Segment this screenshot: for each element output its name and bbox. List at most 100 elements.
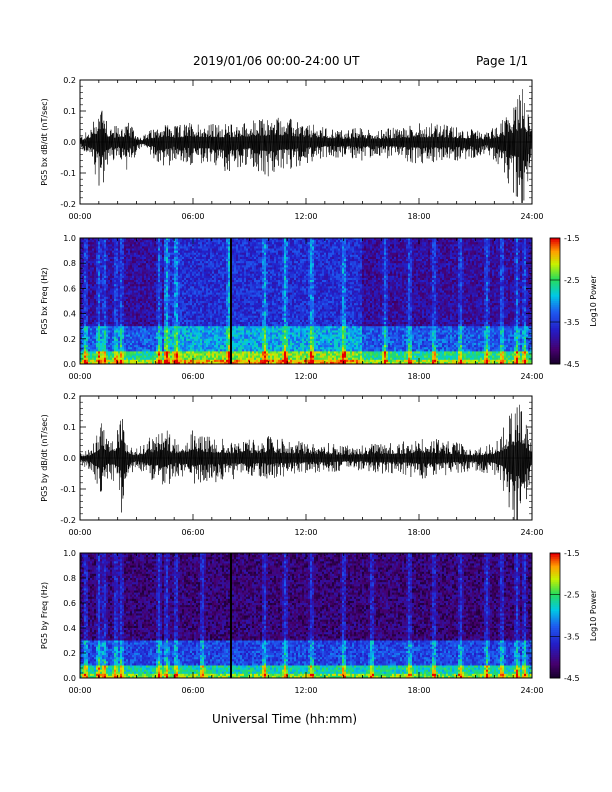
heatmap-cell (104, 309, 107, 312)
heatmap-cell (114, 286, 117, 289)
heatmap-cell (94, 269, 97, 272)
heatmap-cell (98, 345, 101, 348)
heatmap-cell (96, 240, 99, 243)
heatmap-cell (112, 275, 115, 279)
heatmap-cell (112, 246, 115, 249)
heatmap-cell (92, 263, 95, 266)
heatmap-cell (100, 328, 103, 331)
heatmap-cell (112, 359, 115, 363)
heatmap-cell (114, 355, 117, 359)
heatmap-cell (100, 359, 103, 363)
heatmap-cell (82, 357, 85, 361)
heatmap-cell (120, 265, 123, 268)
heatmap-cell (112, 273, 115, 277)
heatmap-cell (118, 238, 121, 241)
heatmap-cell (80, 269, 83, 272)
heatmap-cell (112, 240, 115, 243)
heatmap-cell (102, 273, 105, 277)
heatmap-cell (116, 301, 119, 304)
heatmap-cell (98, 296, 101, 300)
heatmap-cell (80, 315, 83, 319)
heatmap-cell (110, 244, 113, 247)
heatmap-cell (114, 305, 117, 308)
heatmap-cell (118, 240, 121, 243)
heatmap-cell (116, 252, 119, 256)
heatmap-cell (90, 307, 93, 310)
heatmap-cell (84, 305, 87, 308)
heatmap-cell (86, 338, 89, 342)
heatmap-cell (102, 294, 105, 298)
heatmap-cell (88, 351, 91, 354)
heatmap-cell (114, 296, 117, 300)
heatmap-cell (92, 334, 95, 338)
y-tick-label: -0.2 (60, 200, 76, 209)
heatmap-cell (80, 324, 83, 327)
heatmap-cell (92, 290, 95, 293)
heatmap-cell (100, 305, 103, 308)
heatmap-cell (114, 328, 117, 331)
heatmap-cell (98, 347, 101, 350)
heatmap-cell (84, 359, 87, 363)
heatmap-cell (86, 280, 89, 283)
heatmap-cell (90, 246, 93, 249)
heatmap-cell (84, 250, 87, 254)
heatmap-cell (92, 338, 95, 342)
heatmap-cell (88, 361, 91, 365)
heatmap-cell (120, 269, 123, 272)
heatmap-cell (80, 284, 83, 287)
heatmap-cell (82, 277, 85, 281)
heatmap-cell (92, 326, 95, 329)
heatmap-cell (98, 303, 101, 306)
heatmap-cell (118, 317, 121, 321)
heatmap-cell (108, 361, 111, 365)
heatmap-cell (120, 319, 123, 323)
heatmap-cell (98, 330, 101, 333)
heatmap-cell (98, 328, 101, 331)
heatmap-cell (82, 328, 85, 331)
heatmap-cell (86, 359, 89, 363)
heatmap-cell (96, 332, 99, 335)
heatmap-cell (114, 359, 117, 363)
heatmap-cell (102, 317, 105, 321)
heatmap-cell (86, 259, 89, 262)
heatmap-cell (108, 324, 111, 327)
heatmap-cell (102, 324, 105, 327)
heatmap-cell (98, 288, 101, 291)
heatmap-cell (116, 322, 119, 325)
heatmap-cell (102, 252, 105, 256)
heatmap-cell (82, 294, 85, 298)
heatmap-cell (84, 277, 87, 281)
heatmap-cell (120, 307, 123, 310)
heatmap-cell (108, 240, 111, 243)
heatmap-cell (82, 330, 85, 333)
heatmap-cell (102, 334, 105, 338)
heatmap-cell (114, 242, 117, 245)
heatmap-cell (106, 340, 109, 344)
heatmap-cell (106, 240, 109, 243)
heatmap-cell (90, 275, 93, 279)
heatmap-cell (116, 265, 119, 268)
heatmap-cell (84, 332, 87, 335)
heatmap-cell (92, 286, 95, 289)
heatmap-cell (120, 334, 123, 338)
heatmap-cell (100, 340, 103, 344)
heatmap-cell (98, 324, 101, 327)
heatmap-cell (104, 261, 107, 264)
heatmap-cell (86, 301, 89, 304)
heatmap-cell (88, 242, 91, 245)
heatmap-cell (98, 261, 101, 264)
heatmap-cell (80, 261, 83, 264)
heatmap-cell (94, 250, 97, 254)
heatmap-cell (84, 357, 87, 361)
heatmap-cell (116, 343, 119, 346)
heatmap-cell (98, 351, 101, 354)
heatmap-cell (92, 359, 95, 363)
heatmap-cell (96, 292, 99, 296)
heatmap-cell (86, 340, 89, 344)
heatmap-cell (116, 286, 119, 289)
spectrogram-panel: 00:00 06:00 12:00 18:00 24:001.00.80.60.40.2… (40, 234, 598, 381)
heatmap-cell (108, 345, 111, 348)
heatmap-cell (88, 311, 91, 314)
heatmap-cell (84, 267, 87, 270)
heatmap-cell (112, 330, 115, 333)
